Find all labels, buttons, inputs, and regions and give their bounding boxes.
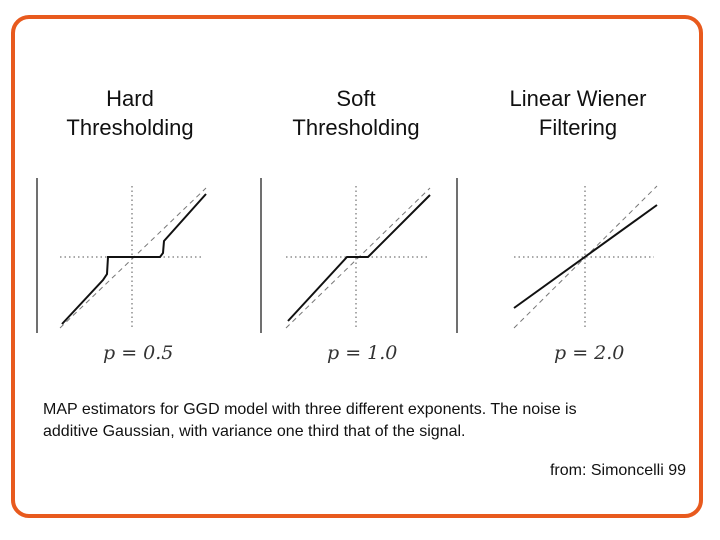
plot-hard-thresholding: [36, 178, 207, 333]
panel-title-line: Thresholding: [66, 115, 194, 140]
panel-title-hard: Hard Thresholding: [30, 84, 230, 142]
param-label: p = 1.0: [327, 342, 398, 364]
slide-frame: [11, 15, 703, 518]
param-label: p = 2.0: [554, 342, 625, 364]
panel-title-line: Soft: [336, 86, 376, 111]
panel-title-line: Hard: [106, 86, 154, 111]
panel-title-soft: Soft Thresholding: [256, 84, 456, 142]
panel-title-line: Thresholding: [292, 115, 420, 140]
estimator-curve: [513, 204, 658, 309]
caption-line: MAP estimators for GGD model with three …: [43, 401, 577, 418]
panel-title-line: Linear Wiener: [509, 86, 647, 111]
plot-linear-wiener: [456, 178, 658, 333]
caption: MAP estimators for GGD model with three …: [43, 399, 683, 443]
plot-soft-thresholding: [260, 178, 431, 333]
caption-line: additive Gaussian, with variance one thi…: [43, 423, 466, 440]
estimator-curve: [61, 193, 207, 325]
panel-title-line: Filtering: [538, 115, 618, 140]
source-credit: from: Simoncelli 99: [549, 462, 686, 479]
panel-title-linear: Linear Wiener Filtering: [478, 84, 678, 142]
param-label: p = 0.5: [103, 342, 174, 364]
estimator-curve: [287, 194, 431, 322]
